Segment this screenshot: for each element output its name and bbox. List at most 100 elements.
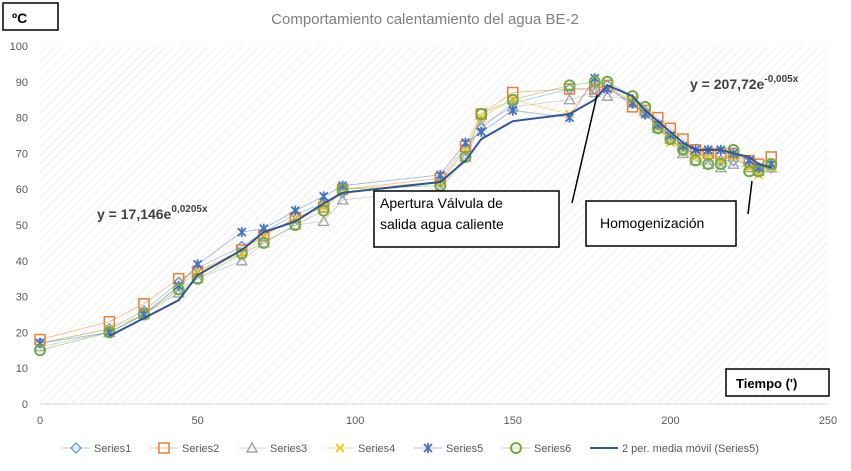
xlabel-box: [725, 368, 830, 397]
data-point-circle: [257, 236, 270, 249]
data-point-star: [192, 259, 203, 270]
x-tick-label: 0: [37, 415, 43, 427]
data-point-circle: [475, 108, 488, 121]
data-point-circle: [34, 344, 46, 357]
legend: Series1 Series2 Series3 Series4 Series5 Serie…: [62, 441, 759, 455]
series-7: [108, 84, 772, 337]
data-point-star: [460, 137, 471, 148]
data-point-triangle: [563, 93, 576, 105]
y-axis-label: ºC: [12, 10, 27, 26]
data-point-star: [319, 191, 329, 202]
trend-equation-left-base: y = 17,146e: [97, 206, 172, 222]
data-point-circle: [510, 442, 522, 454]
data-point-circle: [752, 165, 765, 178]
data-point-x: [691, 152, 701, 162]
data-point-triangle: [714, 161, 728, 173]
x-tick-label: 250: [819, 415, 837, 427]
data-point-diamond: [702, 151, 715, 163]
data-point-circle: [702, 158, 715, 171]
annotation-box-homog: [585, 200, 737, 247]
y-tick-label: 100: [10, 41, 28, 53]
legend-label: Series6: [534, 443, 571, 455]
data-point-triangle: [727, 157, 740, 169]
y-tick-label: 90: [16, 77, 28, 89]
y-tick-label: 30: [16, 292, 28, 304]
legend-item: Series4: [326, 443, 395, 455]
data-point-circle: [689, 154, 702, 167]
data-point-star: [290, 205, 300, 216]
y-tick-label: 60: [16, 184, 28, 196]
data-point-triangle: [245, 441, 259, 453]
trend-equation-right-exp: -0,005x: [764, 74, 798, 85]
y-tick-label: 80: [16, 113, 28, 125]
legend-item: 2 per. media móvil (Series5): [590, 443, 759, 455]
annotation-valve-line1: Apertura Válvula de: [380, 195, 503, 211]
data-point-circle: [639, 100, 652, 113]
data-point-diamond: [70, 442, 82, 454]
data-point-circle: [677, 143, 690, 156]
data-point-circle: [317, 204, 330, 217]
data-point-triangle: [601, 89, 614, 101]
data-point-circle: [289, 219, 302, 231]
data-point-square: [507, 86, 519, 99]
data-point-triangle: [317, 214, 330, 227]
ylabel-box: [2, 2, 59, 31]
data-point-triangle: [336, 193, 349, 205]
data-point-circle: [506, 93, 519, 106]
legend-item: Series6: [502, 442, 571, 455]
data-point-circle: [765, 158, 778, 171]
data-point-diamond: [689, 147, 702, 160]
y-tick-label: 10: [16, 363, 28, 375]
y-tick-label: 20: [16, 327, 28, 339]
legend-item: Series1: [62, 442, 131, 455]
data-point-circle: [588, 75, 601, 88]
trend-equation-left-exp: 0,0205x: [171, 204, 208, 215]
data-point-circle: [172, 283, 185, 296]
data-point-star: [423, 443, 433, 453]
data-point-triangle: [235, 254, 248, 266]
data-point-x: [716, 155, 726, 166]
legend-label: Series2: [182, 443, 219, 455]
legend-label: Series1: [94, 443, 131, 455]
legend-item: Series2: [150, 442, 219, 455]
legend-label: Series4: [358, 443, 395, 455]
data-point-circle: [714, 158, 727, 171]
x-tick-label: 150: [504, 415, 522, 427]
annotation-valve-line2: salida agua caliente: [380, 216, 504, 232]
data-point-star: [435, 169, 445, 180]
data-point-triangle: [588, 86, 601, 98]
data-point-triangle: [172, 286, 185, 298]
data-point-circle: [727, 143, 740, 156]
trend-equation-right: y = 207,72e-0,005x: [690, 74, 799, 92]
trend-equation-left: y = 17,146e0,0205x: [97, 204, 208, 222]
data-point-x: [744, 163, 754, 173]
data-point-x: [754, 170, 764, 180]
data-point-square: [589, 83, 601, 95]
data-point-square: [158, 442, 170, 454]
data-point-x: [335, 443, 345, 453]
data-point-x: [665, 138, 675, 148]
x-tick-label: 50: [191, 415, 203, 427]
annotation-arrow-homog: [747, 180, 753, 215]
data-point-star: [237, 227, 247, 238]
data-point-diamond: [743, 158, 756, 171]
x-tick-label: 100: [346, 415, 364, 427]
legend-label: Series3: [270, 443, 307, 455]
annotation-arrow-valve: [571, 94, 598, 204]
moving-average-line: [108, 84, 772, 337]
annotation-box-valve: [373, 190, 560, 248]
y-tick-label: 40: [16, 256, 28, 268]
y-tick-label: 70: [16, 148, 28, 160]
data-point-circle: [651, 122, 664, 135]
x-tick-label: 200: [661, 415, 679, 427]
x-axis-label: Tiempo ('): [736, 376, 797, 391]
legend-label: Series5: [446, 443, 483, 455]
legend-item: Series5: [414, 443, 483, 455]
data-point-circle: [664, 133, 677, 146]
data-point-circle: [563, 79, 576, 92]
series-6: [34, 75, 778, 357]
data-point-star: [476, 126, 486, 137]
legend-item: Series3: [238, 441, 307, 455]
y-tick-label: 50: [16, 220, 28, 232]
